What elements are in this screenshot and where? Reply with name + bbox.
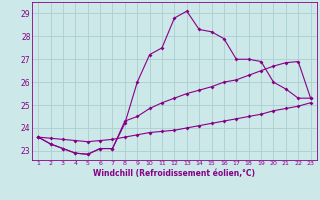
X-axis label: Windchill (Refroidissement éolien,°C): Windchill (Refroidissement éolien,°C) [93,169,255,178]
